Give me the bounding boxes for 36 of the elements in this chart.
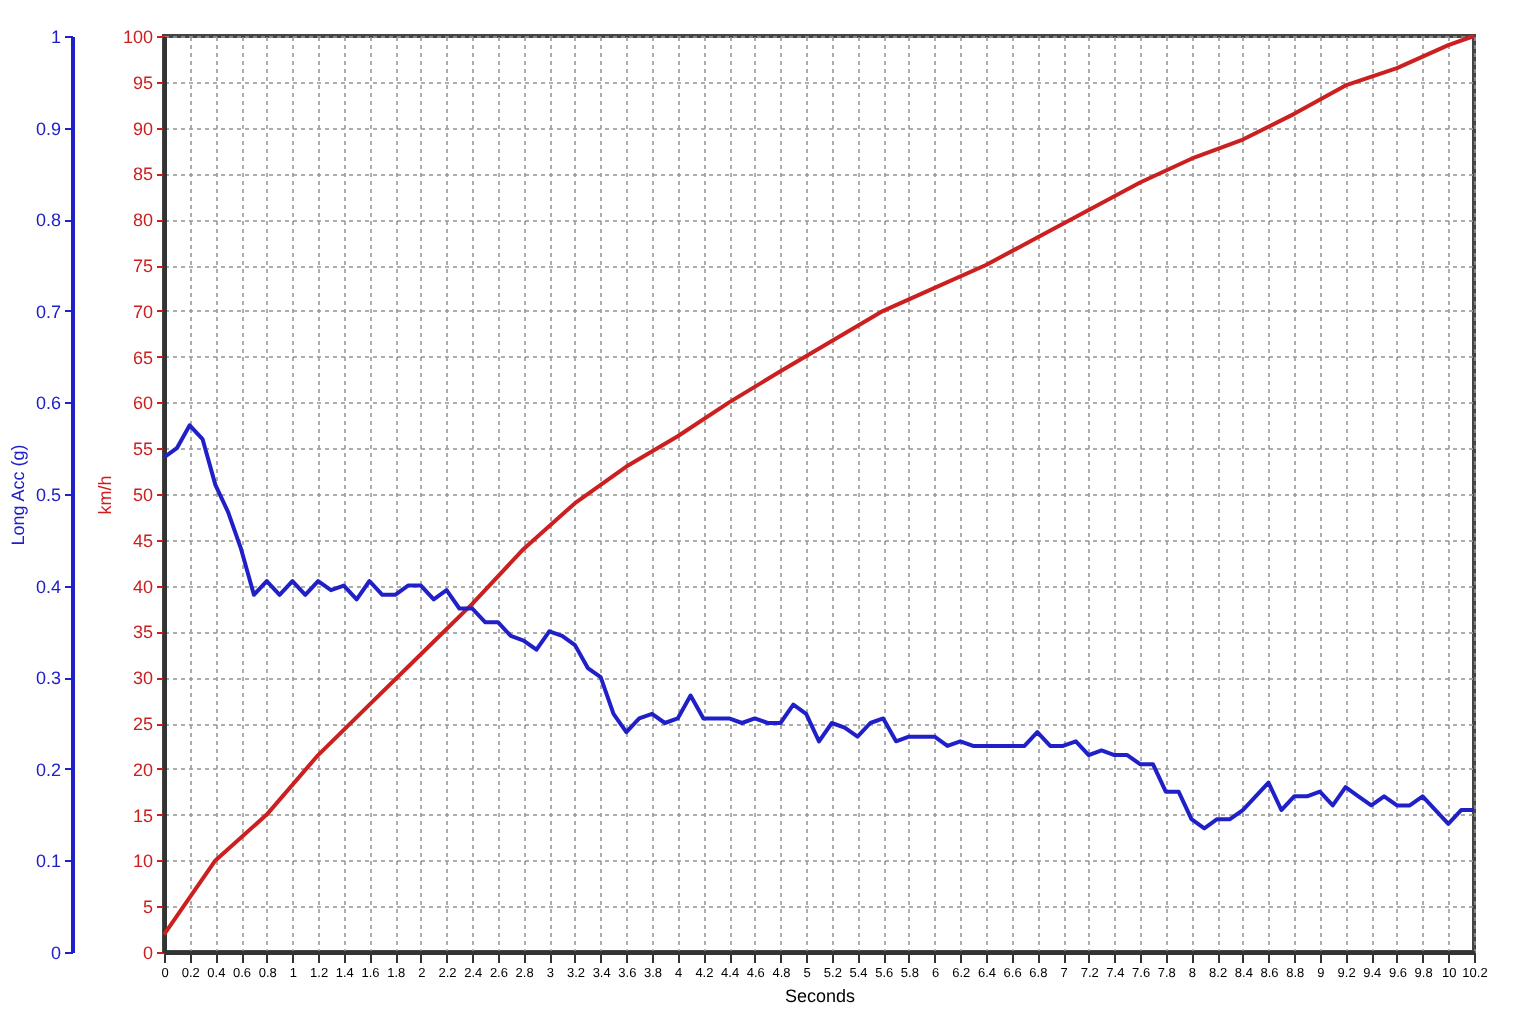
y-tick-label: 20 — [132, 759, 153, 780]
y2-tick-label: 0 — [50, 943, 61, 963]
y-tick-label: 70 — [132, 301, 153, 322]
y-tick-label: 25 — [132, 714, 153, 734]
y-tick-label: 35 — [132, 622, 153, 643]
y2-tick-label: 0.4 — [35, 576, 61, 597]
y-axis-title: km/h — [94, 475, 115, 515]
y2-tick-label: 0.9 — [35, 118, 61, 139]
line-series — [162, 423, 1476, 831]
y-tick-label: 65 — [132, 347, 153, 368]
y-tick-label: 95 — [132, 72, 153, 93]
y-tick-label: 60 — [132, 393, 153, 414]
y-tick-label: 50 — [132, 485, 153, 505]
y2-tick-label: 1 — [50, 27, 61, 47]
y2-axis-title: Long Acc (g) — [7, 444, 28, 546]
y-tick-label: 100 — [122, 27, 153, 47]
y-tick-label: 55 — [132, 439, 153, 460]
y2-tick-label: 0.2 — [35, 759, 61, 780]
y-tick-label: 40 — [132, 576, 153, 597]
y2-tick-label: 0.6 — [35, 393, 61, 414]
y-tick-label: 75 — [132, 256, 153, 276]
y-tick-label: 90 — [132, 118, 153, 139]
y2-tick-label: 0.8 — [35, 210, 61, 231]
y2-tick-label: 0.7 — [35, 301, 61, 322]
y2-tick-label: 0.1 — [35, 851, 61, 872]
y-tick-label: 0 — [142, 943, 153, 963]
y2-tick-label: 0.5 — [35, 485, 61, 505]
y-tick-label: 5 — [142, 897, 153, 918]
y-tick-label: 30 — [132, 668, 153, 689]
y-tick-label: 85 — [132, 164, 153, 185]
x-axis-title: Seconds — [784, 986, 857, 1006]
y2-tick-label: 0.3 — [35, 668, 61, 689]
y-tick-label: 10 — [132, 851, 153, 872]
y-tick-label: 45 — [132, 530, 153, 551]
y-tick-label: 15 — [132, 805, 153, 826]
y-tick-label: 80 — [132, 210, 153, 231]
